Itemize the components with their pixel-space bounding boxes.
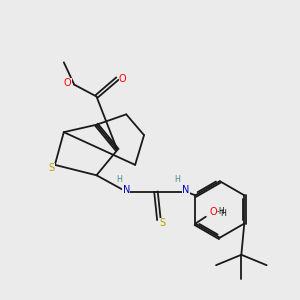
Text: H: H	[221, 209, 226, 218]
Text: O: O	[209, 207, 217, 217]
Text: N: N	[122, 185, 130, 195]
Text: N: N	[182, 185, 189, 195]
Text: O: O	[64, 78, 71, 88]
Text: -H: -H	[217, 207, 226, 216]
Text: O: O	[119, 74, 127, 84]
Text: H: H	[174, 175, 180, 184]
Text: H: H	[116, 175, 122, 184]
Text: S: S	[48, 164, 54, 173]
Text: S: S	[159, 218, 166, 228]
